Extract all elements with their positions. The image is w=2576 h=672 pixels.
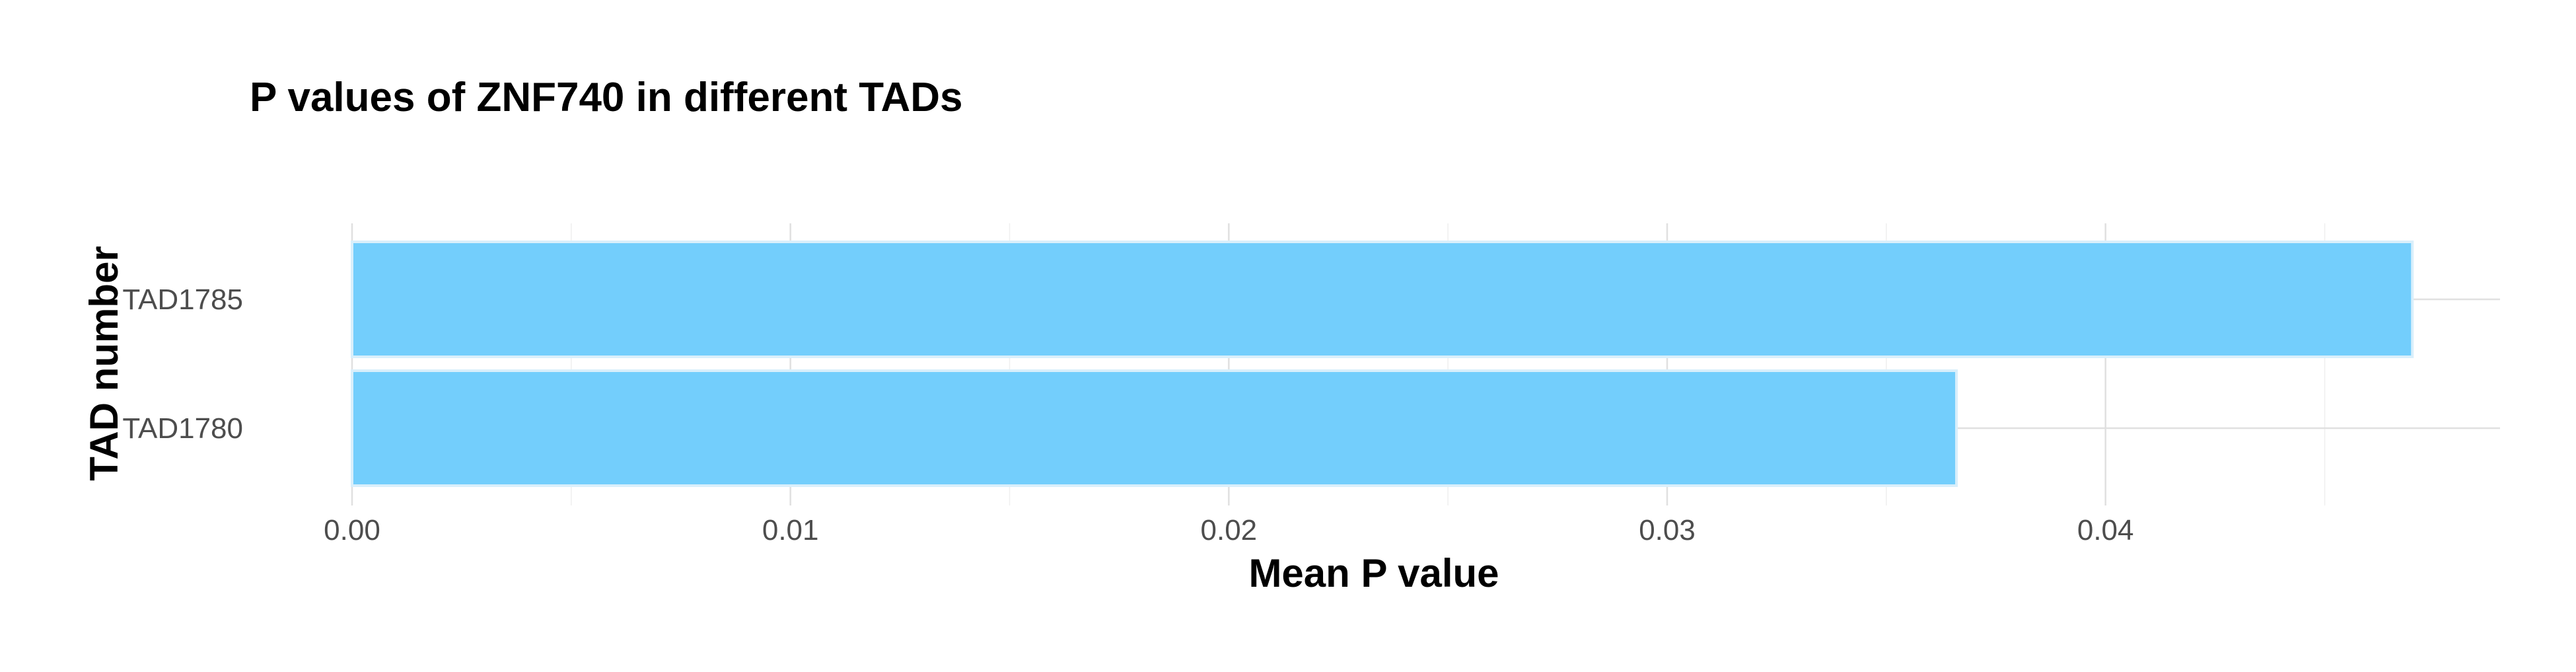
x-tick-label: 0.02 [1201, 514, 1258, 546]
bar-TAD1785 [351, 241, 2414, 358]
y-tick-labels: TAD1785 TAD1780 [122, 283, 243, 445]
y-tick-label: TAD1785 [122, 283, 243, 316]
y-tick-label: TAD1780 [122, 412, 243, 445]
x-axis-label: Mean P value [1248, 551, 1499, 595]
bar-TAD1780 [351, 369, 1958, 487]
x-tick-label: 0.04 [2077, 514, 2134, 546]
x-tick-label: 0.03 [1639, 514, 1696, 546]
y-axis-label: TAD number [82, 246, 126, 481]
chart-title: P values of ZNF740 in different TADs [250, 75, 963, 120]
x-tick-labels: 0.00 0.01 0.02 0.03 0.04 [324, 514, 2133, 546]
bars [351, 241, 2414, 487]
x-tick-label: 0.00 [324, 514, 380, 546]
x-tick-label: 0.01 [762, 514, 819, 546]
